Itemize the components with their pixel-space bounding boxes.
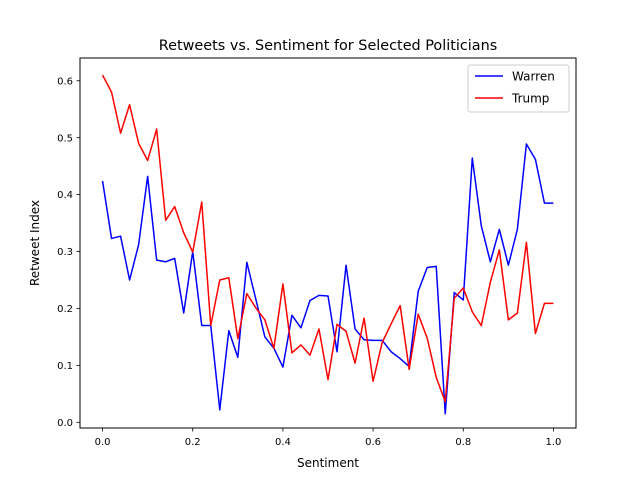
x-tick-label: 1.0 bbox=[546, 437, 562, 448]
series-line-trump bbox=[101, 74, 554, 403]
y-tick-label: 0.2 bbox=[57, 304, 73, 315]
y-tick-label: 0.1 bbox=[57, 361, 73, 372]
y-tick-label: 0.5 bbox=[57, 133, 73, 144]
y-tick-label: 0.4 bbox=[57, 190, 73, 201]
x-tick-label: 0.8 bbox=[455, 437, 471, 448]
x-tick-label: 0.2 bbox=[185, 437, 201, 448]
legend-label-trump: Trump bbox=[511, 92, 549, 106]
x-axis-label: Sentiment bbox=[297, 456, 359, 470]
legend-label-warren: Warren bbox=[512, 70, 555, 84]
chart-title: Retweets vs. Sentiment for Selected Poli… bbox=[159, 38, 497, 54]
plot-lines bbox=[101, 74, 554, 415]
y-tick-label: 0.3 bbox=[57, 247, 73, 258]
plot-frame bbox=[79, 57, 577, 429]
y-tick-label: 0.0 bbox=[57, 418, 73, 429]
legend: Warren Trump bbox=[467, 64, 570, 113]
series-line-warren bbox=[101, 143, 554, 415]
x-tick-label: 0.6 bbox=[365, 437, 381, 448]
y-axis-ticks: 0.0 0.1 0.2 0.3 0.4 0.5 0.6 bbox=[57, 76, 80, 429]
y-tick-label: 0.6 bbox=[57, 76, 73, 87]
x-tick-label: 0.4 bbox=[275, 437, 291, 448]
x-axis-ticks: 0.0 0.2 0.4 0.6 0.8 1.0 bbox=[95, 428, 562, 448]
x-tick-label: 0.0 bbox=[95, 437, 111, 448]
y-axis-label: Retweet Index bbox=[28, 200, 42, 286]
